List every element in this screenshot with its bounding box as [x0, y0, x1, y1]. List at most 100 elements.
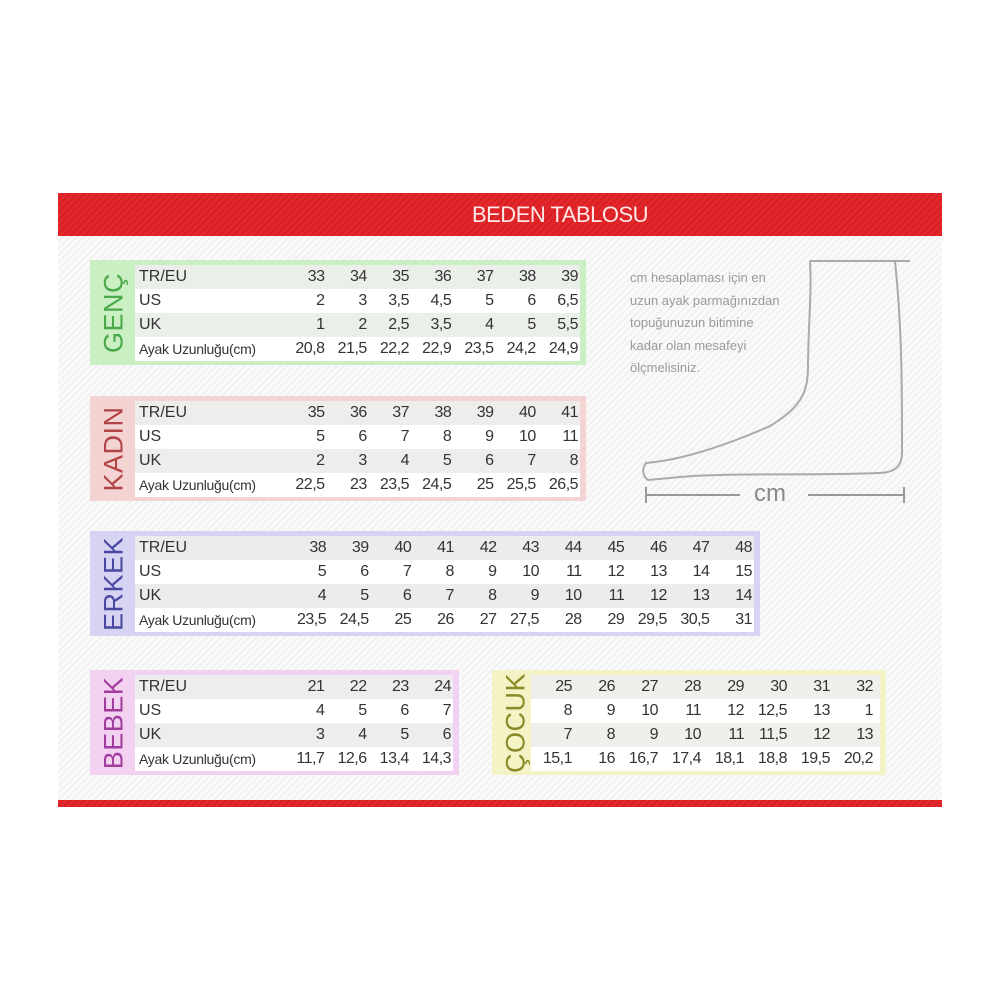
- table-row: Ayak Uzunluğu(cm) 22,5 23 23,5 24,5 25 25,5 26,…: [135, 473, 580, 497]
- table-cell: 7: [402, 563, 412, 580]
- table-row: 15,1 16 16,7 17,4 18,1 18,8 19,5 20,2: [531, 747, 880, 771]
- table-cell: 8: [606, 726, 616, 743]
- table-cell: 16,7: [628, 750, 659, 767]
- table-row: TR/EU 35 36 37 38 39 40 41: [135, 401, 580, 425]
- table-row: Ayak Uzunluğu(cm) 23,5 24,5 25 26 27 27,5 28 29 2…: [135, 608, 754, 632]
- row-label: Ayak Uzunluğu(cm): [139, 751, 256, 767]
- table-cell: 12: [813, 726, 830, 743]
- table-cell: 43: [522, 539, 540, 556]
- table-cell: 7: [445, 587, 454, 604]
- table-cell: 4: [358, 726, 367, 743]
- category-label: BEBEK: [93, 673, 135, 772]
- table-cell: 22,5: [295, 476, 325, 493]
- table-cell: 6: [485, 452, 494, 469]
- category-label: KADIN: [93, 399, 135, 498]
- foot-outline-icon: [642, 260, 910, 503]
- category-label: ERKEK: [93, 534, 135, 633]
- row-label: TR/EU: [139, 539, 187, 556]
- table-cell: 9: [649, 726, 659, 743]
- table-row: US 5 6 7 8 9 10 11: [135, 425, 580, 449]
- row-label: UK: [139, 587, 162, 604]
- page-title: BEDEN TABLOSU: [471, 202, 649, 227]
- table-cell: 35: [307, 404, 325, 421]
- table-cell: 12: [727, 702, 744, 719]
- table-cell: 8: [488, 587, 497, 604]
- table-cell: 24,5: [422, 476, 452, 493]
- table-cell: 13: [856, 726, 873, 743]
- table-cell: 6: [400, 702, 409, 719]
- row-label: Ayak Uzunluğu(cm): [139, 612, 256, 628]
- table-cell: 3: [358, 292, 367, 309]
- table-cell: 42: [479, 539, 497, 556]
- table-cell: 40: [394, 539, 412, 556]
- table-cell: 18,1: [714, 750, 745, 767]
- table-cell: 8: [569, 452, 579, 469]
- table-cell: 3,5: [388, 292, 410, 309]
- row-label: US: [139, 702, 162, 719]
- table-row: UK 3 4 5 6: [135, 723, 453, 747]
- table-cell: 24,5: [339, 611, 370, 628]
- table-cell: 41: [437, 539, 454, 556]
- row-label: UK: [139, 452, 162, 469]
- table-cell: 22: [349, 678, 367, 695]
- category-label-text: KADIN: [98, 405, 129, 492]
- table-cell: 2: [358, 316, 367, 333]
- table-cell: 12,6: [337, 750, 367, 767]
- table-cell: 6: [358, 428, 367, 445]
- table-cell: 2: [316, 452, 325, 469]
- table-cell: 48: [735, 539, 753, 556]
- table-cell: 7: [442, 702, 452, 719]
- note-line: ölçmelisiniz.: [630, 360, 701, 375]
- table-cell: 8: [442, 428, 452, 445]
- table-cell: 23,5: [464, 340, 494, 357]
- table-cell: 11: [608, 587, 625, 604]
- table-row: UK 4 5 6 7 8 9 10 11 12 13 14: [135, 584, 754, 608]
- table-cell: 5: [442, 452, 452, 469]
- table-cell: 6: [442, 726, 452, 743]
- table-cell: 33: [307, 268, 325, 285]
- table-cell: 9: [488, 563, 497, 580]
- table-cell: 6,5: [557, 292, 579, 309]
- table-cell: 7: [527, 452, 536, 469]
- table-cell: 7: [400, 428, 410, 445]
- table-cell: 38: [518, 268, 536, 285]
- table-cell: 24,2: [506, 340, 537, 357]
- table-cell: 26: [437, 611, 454, 628]
- table-cell: 25: [394, 611, 412, 628]
- table-cell: 5: [360, 587, 369, 604]
- table-cell: 32: [856, 678, 873, 695]
- table-cell: 8: [563, 702, 573, 719]
- table-cell: 35: [392, 268, 410, 285]
- table-cell: 8: [445, 563, 454, 580]
- table-cell: 25: [476, 476, 494, 493]
- table-cell: 18,8: [757, 750, 788, 767]
- table-cell: 39: [561, 268, 579, 285]
- table-row: TR/EU 33 34 35 36 37 38 39: [135, 265, 580, 289]
- table-cell: 20,8: [295, 340, 325, 357]
- table-cell: 37: [476, 268, 494, 285]
- table-cell: 23: [392, 678, 409, 695]
- table-cell: 9: [530, 587, 540, 604]
- table-cell: 10: [684, 726, 701, 743]
- table-cell: 12: [650, 587, 667, 604]
- table-cell: 3: [315, 726, 325, 743]
- size-table-bebek: BEBEK TR/EU 21 22 23 24 US 4 5 6 7 UK 3 4 5 6 Ayak Uzunl…: [90, 670, 459, 775]
- table-cell: 7: [563, 726, 573, 743]
- table-cell: 31: [813, 678, 830, 695]
- note-line: uzun ayak parmağınızdan: [630, 292, 780, 308]
- table-cell: 12,5: [757, 702, 788, 719]
- table-cell: 38: [434, 404, 452, 421]
- table-cell: 27: [641, 678, 658, 695]
- table-cell: 11: [562, 428, 579, 445]
- table-cell: 11,5: [759, 726, 787, 743]
- footer-band: [58, 800, 942, 807]
- table-cell: 30: [770, 678, 787, 695]
- table-cell: 31: [735, 611, 753, 628]
- table-cell: 10: [522, 563, 540, 580]
- table-row: 7 8 9 10 11 11,5 12 13: [531, 723, 880, 747]
- table-cell: 29: [727, 678, 744, 695]
- table-row: Ayak Uzunluğu(cm) 11,7 12,6 13,4 14,3: [135, 747, 453, 771]
- table-cell: 26,5: [548, 476, 579, 493]
- category-label: GENÇ: [93, 263, 135, 362]
- table-row: US 2 3 3,5 4,5 5 6 6,5: [135, 289, 580, 313]
